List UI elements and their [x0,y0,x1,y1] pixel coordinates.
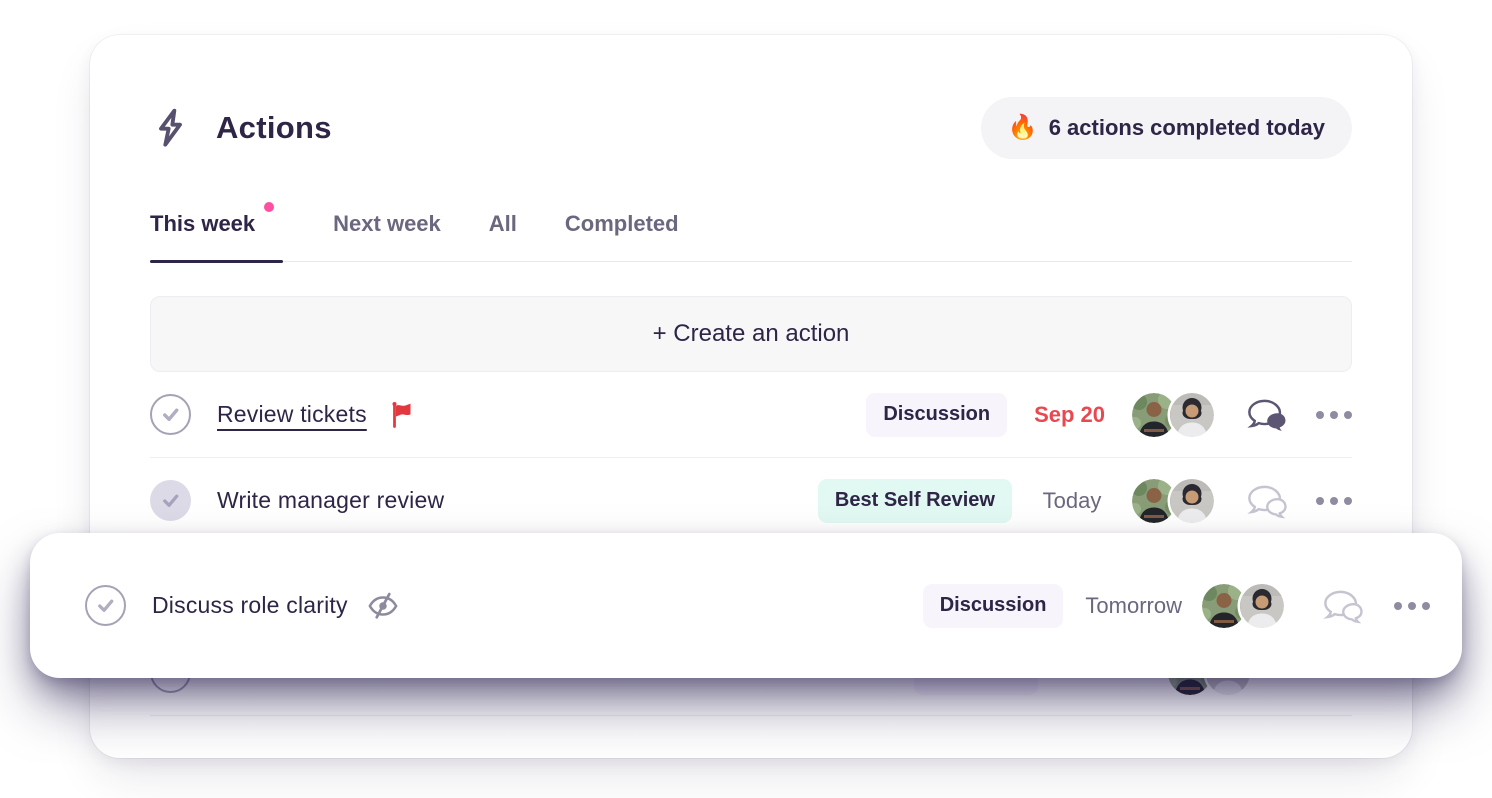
due-date[interactable]: Tomorrow [1085,592,1182,618]
dragged-action-card[interactable]: Discuss role clarity Discussion Tomorrow [30,533,1462,678]
action-title[interactable]: Discuss role clarity [152,592,348,618]
action-row-write-manager-review: Write manager review Best Self Review To… [150,458,1352,544]
fire-emoji-icon: 🔥 [1007,114,1038,141]
tab-all[interactable]: All [488,211,517,236]
priority-flag-icon [387,400,417,430]
tag-best-self-review[interactable]: Best Self Review [817,478,1012,523]
tab-this-week[interactable]: This week [150,202,284,263]
avatar [1240,584,1284,628]
assignee-avatars[interactable] [1132,393,1214,437]
private-eye-off-icon [366,591,400,621]
due-date[interactable]: Sep 20 [1034,401,1105,427]
assignee-avatars[interactable] [1132,479,1214,523]
tag-discussion[interactable]: Discussion [866,392,1008,437]
tag-discussion[interactable]: Discussion [922,583,1064,628]
action-title[interactable]: Write manager review [217,487,445,513]
tab-completed[interactable]: Completed [564,211,679,236]
assignee-avatars[interactable] [1202,584,1284,628]
more-options-button[interactable] [1316,405,1352,425]
avatar [1170,393,1214,437]
complete-checkbox[interactable] [150,480,191,521]
streak-badge-text: 6 actions completed today [1048,115,1325,140]
create-action-button[interactable]: + Create an action [150,296,1352,372]
complete-checkbox[interactable] [85,585,126,626]
comments-icon[interactable] [1246,397,1288,433]
due-date[interactable]: Today [1042,487,1102,513]
page-title: Actions [216,110,332,145]
tab-bar: This week Next week All Completed [150,202,1352,263]
notification-dot [264,202,275,212]
tab-next-week[interactable]: Next week [333,211,441,236]
comments-icon[interactable] [1322,588,1364,624]
complete-checkbox[interactable] [150,394,191,435]
panel-header: Actions 🔥 6 actions completed today [150,95,1352,161]
more-options-button[interactable] [1394,596,1430,616]
lightning-bolt-icon [150,105,190,151]
streak-badge: 🔥 6 actions completed today [980,97,1352,159]
comments-icon[interactable] [1246,483,1288,519]
action-row-review-tickets: Review tickets Discussion Sep 20 [150,372,1352,458]
more-options-button[interactable] [1316,491,1352,511]
avatar [1170,479,1214,523]
action-title-link[interactable]: Review tickets [217,401,367,427]
